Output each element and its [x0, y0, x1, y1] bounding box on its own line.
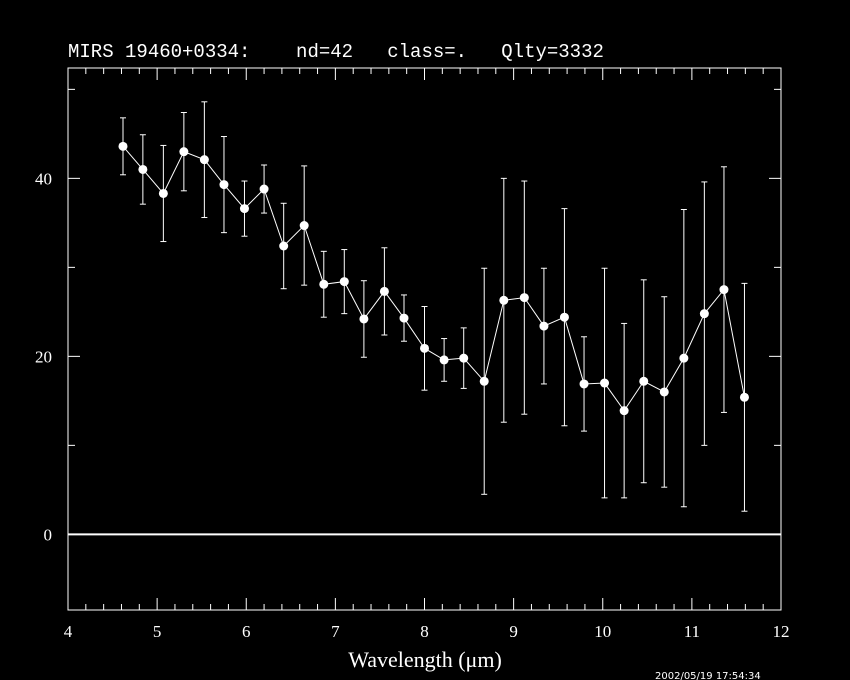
data-point — [579, 379, 589, 389]
data-point — [219, 180, 229, 190]
y-tick-label: 40 — [35, 169, 52, 188]
x-tick-label: 8 — [420, 622, 429, 641]
data-point — [279, 241, 289, 251]
y-tick-label: 0 — [44, 525, 53, 544]
data-point — [600, 378, 610, 388]
data-point — [459, 353, 469, 363]
data-point — [239, 204, 249, 214]
data-point — [359, 314, 369, 324]
data-point — [559, 312, 569, 322]
x-tick-label: 4 — [64, 622, 73, 641]
data-point — [659, 387, 669, 397]
data-point — [399, 313, 409, 323]
y-tick-label: 20 — [35, 347, 52, 366]
data-point — [499, 295, 509, 305]
x-tick-label: 6 — [242, 622, 251, 641]
data-point — [339, 277, 349, 287]
data-point — [739, 392, 749, 402]
data-point — [118, 141, 128, 151]
data-point — [719, 285, 729, 295]
data-point — [439, 355, 449, 365]
x-tick-label: 11 — [684, 622, 700, 641]
x-axis-label: Wavelength (μm) — [348, 647, 502, 672]
data-point — [519, 293, 529, 303]
data-point — [138, 164, 148, 174]
x-tick-label: 5 — [153, 622, 162, 641]
data-point — [479, 376, 489, 386]
data-point — [679, 353, 689, 363]
timestamp: 2002/05/19 17:54:34 — [655, 671, 761, 680]
data-point — [699, 309, 709, 319]
chart-title: MIRS 19460+0334: nd=42 class=. Qlty=3332 — [68, 41, 604, 63]
x-tick-label: 9 — [509, 622, 518, 641]
data-point — [420, 343, 429, 353]
data-point — [379, 286, 389, 296]
x-tick-label: 12 — [773, 622, 790, 641]
data-point — [199, 155, 209, 165]
data-point — [179, 147, 189, 157]
data-line — [122, 145, 745, 412]
x-tick-label: 7 — [331, 622, 340, 641]
data-point — [539, 321, 549, 331]
x-tick-label: 10 — [594, 622, 611, 641]
data-point — [619, 406, 629, 416]
data-point — [639, 376, 649, 386]
data-point — [158, 188, 168, 198]
data-point — [319, 279, 329, 289]
data-point — [299, 221, 309, 231]
data-point — [259, 184, 269, 194]
